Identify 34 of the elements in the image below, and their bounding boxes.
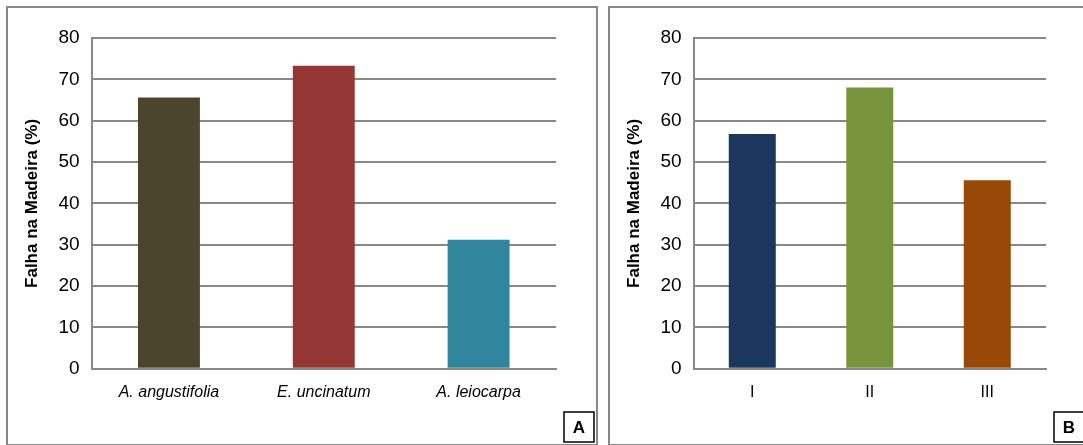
y-tick-label: 20 — [660, 274, 682, 296]
bar — [728, 133, 776, 368]
text: B — [1062, 417, 1076, 437]
y-tick-label: 70 — [58, 67, 80, 89]
y-tick-label: 40 — [660, 191, 682, 213]
x-tick-label: A. leiocarpa — [435, 382, 521, 400]
bar — [846, 87, 894, 368]
x-tick-label: I — [750, 382, 755, 400]
bar — [137, 97, 200, 368]
text: A — [572, 417, 586, 437]
y-tick-label: 80 — [58, 26, 80, 48]
y-tick-label: 0 — [670, 357, 682, 379]
x-tick-label: A. angustifolia — [117, 382, 220, 400]
y-axis-title: Falha na Madeira (%) — [623, 118, 643, 288]
y-tick-label: 10 — [660, 315, 682, 337]
y-tick-label: 10 — [58, 315, 80, 337]
y-tick-label: 40 — [58, 191, 80, 213]
bar — [447, 239, 510, 368]
y-axis-title: Falha na Madeira (%) — [21, 118, 41, 288]
bar — [292, 65, 355, 368]
y-tick-label: 20 — [58, 274, 80, 296]
y-tick-label: 30 — [660, 232, 682, 254]
x-tick-label: III — [980, 382, 994, 400]
y-tick-label: 70 — [660, 67, 682, 89]
y-tick-label: 50 — [58, 150, 80, 172]
x-tick-label: II — [865, 382, 875, 400]
x-tick-label: E. uncinatum — [277, 382, 371, 400]
y-tick-label: 50 — [660, 150, 682, 172]
y-tick-label: 60 — [660, 108, 682, 130]
y-tick-label: 0 — [68, 357, 80, 379]
y-tick-label: 80 — [660, 26, 682, 48]
bar — [963, 180, 1011, 368]
y-tick-label: 30 — [58, 232, 80, 254]
y-tick-label: 60 — [58, 108, 80, 130]
